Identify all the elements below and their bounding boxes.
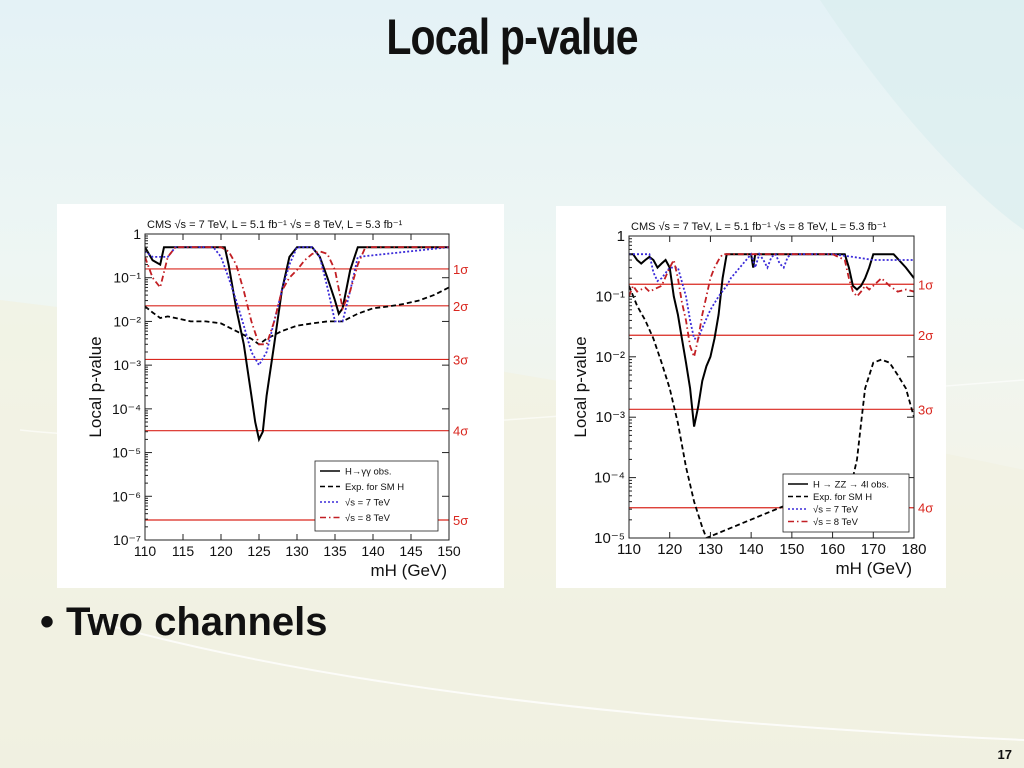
x-tick-label: 150 [779,541,804,558]
y-tick-label: 10⁻⁴ [594,470,625,487]
x-tick-label: 120 [209,543,233,559]
bullet-marker: • [40,600,55,644]
legend-label: H→γγ obs. [345,467,391,478]
page-number: 17 [997,747,1012,762]
y-tick-label: 10⁻⁶ [112,488,141,504]
y-tick-label: 10⁻³ [595,409,625,426]
x-tick-label: 130 [285,543,309,559]
sigma-label: 1σ [453,262,468,277]
x-tick-label: 130 [698,541,723,558]
x-tick-label: 115 [172,543,195,559]
sigma-label: 3σ [453,352,468,367]
x-tick-label: 135 [323,543,347,559]
x-tick-label: 160 [820,541,845,558]
series-line [145,286,449,346]
chart-header: CMS √s = 7 TeV, L = 5.1 fb⁻¹ √s = 8 TeV,… [147,219,403,231]
series-line [629,253,914,360]
x-tick-label: 110 [617,541,641,558]
y-tick-label: 10⁻⁵ [594,530,625,547]
legend-label: Exp. for SM H [813,492,872,503]
y-tick-label: 10⁻⁵ [112,445,141,461]
legend-label: √s = 7 TeV [345,498,391,509]
y-tick-label: 10⁻⁷ [113,532,141,548]
sigma-label: 4σ [453,424,468,439]
x-tick-label: 120 [657,541,682,558]
x-tick-label: 110 [134,543,157,559]
slide-title: Local p-value [386,9,638,65]
sigma-label: 3σ [918,402,933,417]
legend-label: √s = 8 TeV [813,517,859,528]
x-tick-label: 145 [399,543,423,559]
plot-panel-h-zz-4l: CMS √s = 7 TeV, L = 5.1 fb⁻¹ √s = 8 TeV,… [556,206,946,588]
series-line [145,246,449,443]
chart-h-zz-4l: CMS √s = 7 TeV, L = 5.1 fb⁻¹ √s = 8 TeV,… [571,221,933,578]
sigma-label: 2σ [918,328,933,343]
x-axis-label: mH (GeV) [836,559,913,578]
chart-header: CMS √s = 7 TeV, L = 5.1 fb⁻¹ √s = 8 TeV,… [631,221,887,233]
y-tick-label: 10⁻² [595,349,625,366]
bullet-text: Two channels [66,600,328,644]
y-axis-label: Local p-value [86,336,105,437]
plot-panel-h-gamma-gamma: CMS √s = 7 TeV, L = 5.1 fb⁻¹ √s = 8 TeV,… [57,204,504,588]
x-tick-label: 150 [437,543,461,559]
bullet-item: • Two channels [40,600,328,645]
series-line [629,253,914,427]
series-line [629,285,914,538]
legend: H → ZZ → 4l obs.Exp. for SM H √s = 7 TeV√… [782,473,910,533]
sigma-label: 1σ [918,277,933,292]
y-tick-label: 1 [133,226,141,242]
legend-label: Exp. for SM H [345,482,404,493]
x-tick-label: 170 [861,541,886,558]
y-tick-label: 10⁻¹ [113,270,141,286]
y-tick-label: 10⁻² [113,313,141,329]
y-axis-label: Local p-value [571,336,590,437]
y-tick-label: 10⁻¹ [595,288,625,305]
x-axis-label: mH (GeV) [371,561,448,580]
y-tick-label: 10⁻³ [113,357,141,373]
x-tick-label: 125 [247,543,271,559]
legend-label: H → ZZ → 4l obs. [813,480,889,491]
x-tick-label: 180 [901,541,926,558]
legend-label: √s = 8 TeV [345,513,391,524]
chart-h-gamma-gamma: CMS √s = 7 TeV, L = 5.1 fb⁻¹ √s = 8 TeV,… [86,219,468,580]
legend-label: √s = 7 TeV [813,505,859,516]
y-tick-label: 1 [617,228,625,245]
y-tick-label: 10⁻⁴ [112,401,141,417]
legend: H→γγ obs. Exp. for SM H √s = 7 TeV √s = 8 T… [314,460,439,532]
series-line [145,246,449,346]
sigma-label: 4σ [918,501,933,516]
x-tick-label: 140 [739,541,764,558]
plot-frame [628,235,915,539]
sigma-label: 5σ [453,513,468,528]
x-tick-label: 140 [361,543,385,559]
sigma-label: 2σ [453,299,468,314]
legend-box [314,460,439,532]
series-line [629,252,914,340]
